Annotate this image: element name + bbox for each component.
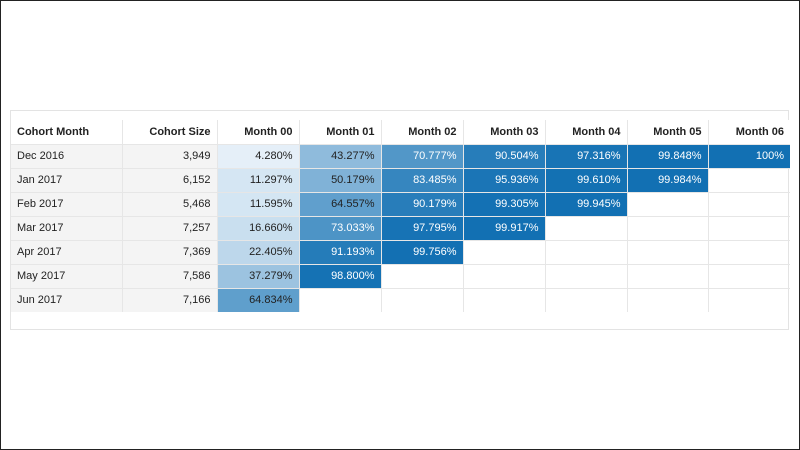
- cohort-month-cell: Jun 2017: [11, 287, 123, 312]
- retention-cell: [626, 287, 709, 312]
- column-header-month-01[interactable]: Month 01: [298, 120, 382, 145]
- table-row: Apr 2017 7,369 22.405% 91.193% 99.756%: [11, 239, 790, 265]
- retention-cell: 91.193%: [298, 239, 382, 265]
- retention-cell: [626, 239, 709, 265]
- retention-cell: [707, 263, 790, 289]
- column-header-cohort-size[interactable]: Cohort Size: [121, 120, 218, 145]
- retention-cell: 4.280%: [216, 143, 300, 169]
- retention-cell: 90.504%: [462, 143, 546, 169]
- retention-cell: 99.984%: [626, 167, 709, 193]
- cohort-size-cell: 7,257: [121, 215, 218, 241]
- column-header-month-06[interactable]: Month 06: [707, 120, 790, 145]
- retention-cell: 11.595%: [216, 191, 300, 217]
- retention-cell: 98.800%: [298, 263, 382, 289]
- column-header-month-05[interactable]: Month 05: [626, 120, 709, 145]
- table-body: Dec 2016 3,949 4.280% 43.277% 70.777% 90.504%…: [11, 143, 790, 312]
- retention-cell: 99.848%: [626, 143, 709, 169]
- retention-cell: 97.795%: [380, 215, 464, 241]
- retention-cell: 64.834%: [216, 287, 300, 312]
- retention-cell: 43.277%: [298, 143, 382, 169]
- retention-cell: [544, 239, 628, 265]
- column-header-month-03[interactable]: Month 03: [462, 120, 546, 145]
- retention-cell: [544, 287, 628, 312]
- retention-cell: 99.610%: [544, 167, 628, 193]
- retention-cell: [626, 263, 709, 289]
- retention-cell: 11.297%: [216, 167, 300, 193]
- retention-cell: 99.945%: [544, 191, 628, 217]
- cohort-size-cell: 6,152: [121, 167, 218, 193]
- cohort-size-cell: 5,468: [121, 191, 218, 217]
- cohort-month-cell: Dec 2016: [11, 143, 123, 169]
- retention-cell: [462, 287, 546, 312]
- cohort-month-cell: Jan 2017: [11, 167, 123, 193]
- column-header-month-04[interactable]: Month 04: [544, 120, 628, 145]
- table-row: Jan 2017 6,152 11.297% 50.179% 83.485% 95.936…: [11, 167, 790, 193]
- column-header-month-00[interactable]: Month 00: [216, 120, 300, 145]
- retention-cell: 73.033%: [298, 215, 382, 241]
- table-row: Jun 2017 7,166 64.834%: [11, 287, 790, 312]
- table-row: May 2017 7,586 37.279% 98.800%: [11, 263, 790, 289]
- retention-cell: 64.557%: [298, 191, 382, 217]
- cohort-table-container: Cohort Month Cohort Size Month 00 Month …: [10, 110, 790, 330]
- retention-cell: 16.660%: [216, 215, 300, 241]
- retention-cell: 100%: [707, 143, 790, 169]
- retention-cell: 70.777%: [380, 143, 464, 169]
- cohort-month-cell: Mar 2017: [11, 215, 123, 241]
- column-header-month-02[interactable]: Month 02: [380, 120, 464, 145]
- column-header-cohort-month[interactable]: Cohort Month: [11, 120, 123, 145]
- retention-cell: [626, 191, 709, 217]
- retention-cell: [544, 215, 628, 241]
- table-row: Mar 2017 7,257 16.660% 73.033% 97.795% 99.917…: [11, 215, 790, 241]
- retention-cell: [544, 263, 628, 289]
- table-row: Feb 2017 5,468 11.595% 64.557% 90.179% 99.305…: [11, 191, 790, 217]
- cohort-size-cell: 7,586: [121, 263, 218, 289]
- retention-cell: 99.756%: [380, 239, 464, 265]
- retention-cell: [707, 191, 790, 217]
- retention-cell: [462, 263, 546, 289]
- retention-cell: 83.485%: [380, 167, 464, 193]
- retention-cell: 22.405%: [216, 239, 300, 265]
- cohort-size-cell: 3,949: [121, 143, 218, 169]
- retention-cell: [707, 287, 790, 312]
- retention-cell: 99.917%: [462, 215, 546, 241]
- retention-cell: [707, 239, 790, 265]
- cohort-size-cell: 7,166: [121, 287, 218, 312]
- retention-cell: [462, 239, 546, 265]
- header-row: Cohort Month Cohort Size Month 00 Month …: [11, 120, 790, 145]
- cohort-month-cell: Feb 2017: [11, 191, 123, 217]
- cohort-month-cell: Apr 2017: [11, 239, 123, 265]
- retention-cell: [626, 215, 709, 241]
- cohort-month-cell: May 2017: [11, 263, 123, 289]
- retention-cell: 97.316%: [544, 143, 628, 169]
- table-row: Dec 2016 3,949 4.280% 43.277% 70.777% 90.504%…: [11, 143, 790, 169]
- cohort-size-cell: 7,369: [121, 239, 218, 265]
- cohort-retention-table: Cohort Month Cohort Size Month 00 Month …: [11, 120, 790, 312]
- retention-cell: [298, 287, 382, 312]
- retention-cell: 99.305%: [462, 191, 546, 217]
- retention-cell: 37.279%: [216, 263, 300, 289]
- retention-cell: 95.936%: [462, 167, 546, 193]
- retention-cell: 50.179%: [298, 167, 382, 193]
- retention-cell: [707, 167, 790, 193]
- retention-cell: [707, 215, 790, 241]
- retention-cell: 90.179%: [380, 191, 464, 217]
- retention-cell: [380, 263, 464, 289]
- retention-cell: [380, 287, 464, 312]
